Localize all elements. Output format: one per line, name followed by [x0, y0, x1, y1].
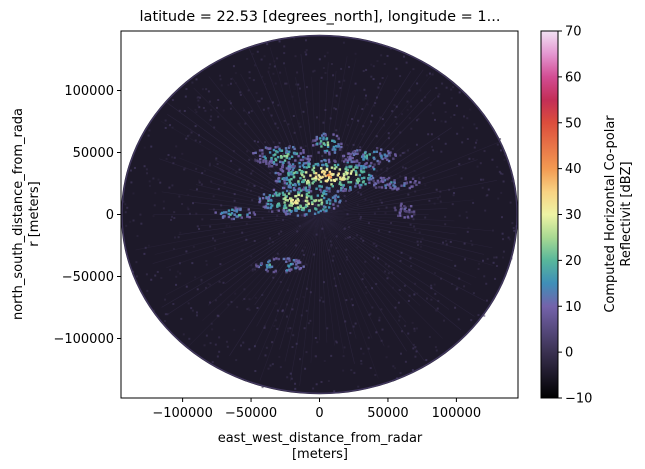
colorbar-ticks: −10 0 10 20 30 40 50 60 70	[558, 25, 592, 407]
colorbar-tick-label: 40	[565, 162, 582, 177]
echo-north-east-band	[341, 146, 397, 166]
y-axis: −100000 −50000 0 50000 100000	[53, 84, 121, 347]
y-tick-label: 50000	[73, 146, 114, 161]
x-tick-label: 50000	[367, 406, 408, 421]
plot-area: −100000 −50000 0 50000 100000 −100000 −50000 0…	[53, 30, 519, 421]
x-axis-label-line2: [meters]	[292, 447, 348, 462]
x-tick-label: −50000	[225, 406, 277, 421]
x-axis: −100000 −50000 0 50000 100000	[152, 398, 481, 421]
echo-south-west-cell	[254, 257, 305, 274]
colorbar-tick-label: 70	[565, 25, 582, 40]
y-tick-label: 0	[106, 208, 114, 223]
clutter-speckle	[122, 37, 518, 393]
echo-west-arm	[214, 206, 257, 221]
echo-north-cell	[312, 132, 343, 156]
radar-edge-ring	[121, 35, 518, 394]
colorbar-gradient	[540, 30, 559, 399]
echo-main-cell	[274, 158, 383, 193]
echo-east-patch	[393, 202, 416, 220]
y-tick-label: −100000	[53, 332, 114, 347]
x-tick-label: −100000	[152, 406, 213, 421]
x-tick-label: 0	[315, 406, 323, 421]
y-tick-label: 100000	[64, 84, 114, 99]
x-tick-label: 100000	[432, 406, 482, 421]
radar-sweep	[121, 34, 518, 395]
echo-central-core	[258, 186, 342, 217]
precipitation-echoes	[214, 132, 421, 274]
y-axis-label-line1: north_south_distance_from_rada	[11, 108, 26, 320]
y-tick-label: −50000	[62, 270, 114, 285]
colorbar-tick-label: 60	[565, 70, 582, 85]
radar-coverage-disc	[121, 34, 518, 395]
colorbar-tick-label: 0	[565, 346, 573, 361]
x-axis-label-line1: east_west_distance_from_radar	[218, 431, 423, 446]
colorbar-tick-label: 50	[565, 116, 582, 131]
echo-east-extension	[368, 176, 421, 191]
colorbar-tick-label: 30	[565, 208, 582, 223]
echo-north-west-band	[252, 144, 313, 169]
y-axis-label-line2: r [meters]	[27, 181, 42, 247]
colorbar-tick-label: 10	[565, 300, 582, 315]
chart-title: latitude = 22.53 [degrees_north], longit…	[140, 9, 501, 25]
colorbar: −10 0 10 20 30 40 50 60 70	[540, 25, 592, 407]
colorbar-label-line1: Computed Horizontal Co-polar	[603, 115, 618, 313]
colorbar-tick-label: 20	[565, 254, 582, 269]
colorbar-label-line2: Reflectivit [dBZ]	[619, 161, 634, 266]
colorbar-tick-label: −10	[565, 392, 592, 407]
